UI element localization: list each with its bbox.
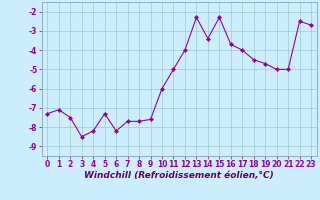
X-axis label: Windchill (Refroidissement éolien,°C): Windchill (Refroidissement éolien,°C) — [84, 171, 274, 180]
